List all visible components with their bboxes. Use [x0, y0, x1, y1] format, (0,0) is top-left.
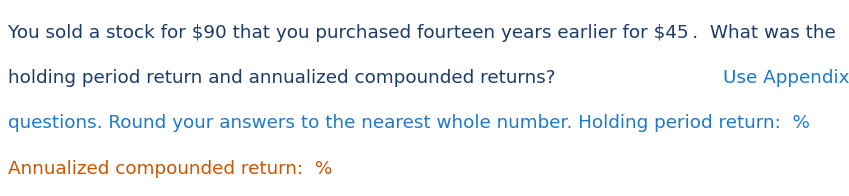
- Text: Annualized compounded return:  %: Annualized compounded return: %: [8, 160, 333, 178]
- Text: You sold a stock for $90 that you purchased fourteen years earlier for $45 .  Wh: You sold a stock for $90 that you purcha…: [8, 24, 836, 42]
- Text: Use Appendix A to answer the: Use Appendix A to answer the: [722, 69, 849, 87]
- Text: questions. Round your answers to the nearest whole number. Holding period return: questions. Round your answers to the nea…: [8, 114, 810, 132]
- Text: holding period return and annualized compounded returns?: holding period return and annualized com…: [8, 69, 562, 87]
